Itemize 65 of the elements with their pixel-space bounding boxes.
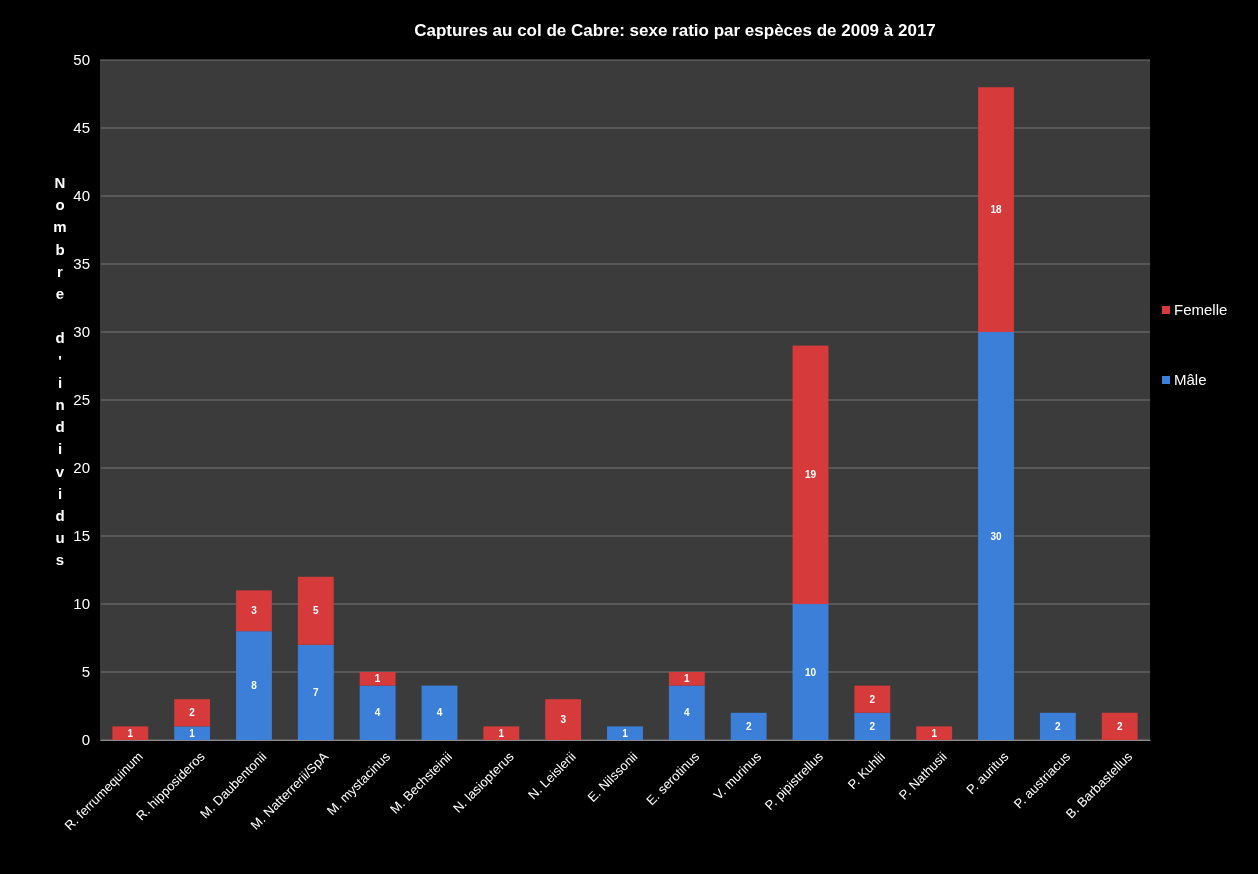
data-label: 1 (374, 673, 381, 685)
bar (668, 672, 705, 686)
y-tick-label: 45 (73, 119, 90, 137)
bar (792, 604, 829, 740)
data-label: 18 (990, 204, 1003, 216)
data-label: 2 (189, 707, 196, 719)
bar (854, 712, 891, 740)
data-label: 10 (804, 666, 817, 678)
bar (1101, 712, 1138, 740)
y-tick-label: 15 (73, 527, 90, 545)
y-tick-label: 20 (73, 459, 90, 477)
bar (730, 712, 767, 740)
bar (545, 699, 582, 740)
bar (1039, 712, 1076, 740)
data-label: 4 (436, 707, 443, 719)
bar (236, 590, 272, 632)
data-label: 1 (127, 727, 134, 739)
y-tick-label: 0 (81, 731, 90, 749)
bar (978, 332, 1014, 740)
data-label: 4 (684, 707, 691, 719)
bar (792, 345, 829, 604)
bar (174, 726, 211, 740)
text: Nombre d'individus (53, 174, 67, 569)
bar (978, 87, 1014, 332)
y-tick-label: 25 (73, 391, 90, 409)
data-label: 1 (622, 727, 629, 739)
chart-title: Captures au col de Cabre: sexe ratio par espèces de 2009 à 2017 (414, 21, 936, 40)
data-label: 4 (374, 707, 381, 719)
data-label: 8 (251, 680, 258, 692)
bar (236, 631, 272, 740)
y-tick-label: 10 (73, 595, 90, 613)
data-label: 3 (251, 605, 258, 617)
data-label: 30 (990, 530, 1003, 542)
bar (668, 685, 705, 740)
data-label: 2 (1116, 720, 1123, 732)
data-label: 2 (745, 720, 752, 732)
data-label: 2 (869, 693, 876, 705)
data-label: 1 (189, 727, 196, 739)
bar (174, 699, 211, 727)
data-label: 1 (684, 673, 691, 685)
y-tick-label: 40 (73, 187, 90, 205)
data-label: 7 (313, 686, 320, 698)
data-label: 1 (498, 727, 505, 739)
data-label: 3 (560, 714, 567, 726)
bar (854, 685, 891, 713)
legend-label: Femelle (1174, 301, 1228, 319)
y-tick-label: 50 (73, 51, 90, 69)
bar (916, 726, 953, 740)
data-label: 5 (313, 605, 320, 617)
data-label: 2 (869, 720, 876, 732)
bar (297, 644, 334, 740)
y-tick-label: 5 (81, 663, 90, 681)
y-tick-label: 35 (73, 255, 90, 273)
bar (112, 726, 149, 740)
legend-label: Mâle (1174, 371, 1207, 389)
bar (607, 726, 643, 740)
y-tick-label: 30 (73, 323, 90, 341)
bar (359, 685, 396, 740)
bar (421, 685, 458, 740)
data-label: 2 (1055, 720, 1062, 732)
bar (483, 726, 520, 740)
bar (297, 576, 334, 645)
data-label: 1 (931, 727, 938, 739)
bar (359, 672, 396, 686)
data-label: 19 (804, 469, 817, 481)
